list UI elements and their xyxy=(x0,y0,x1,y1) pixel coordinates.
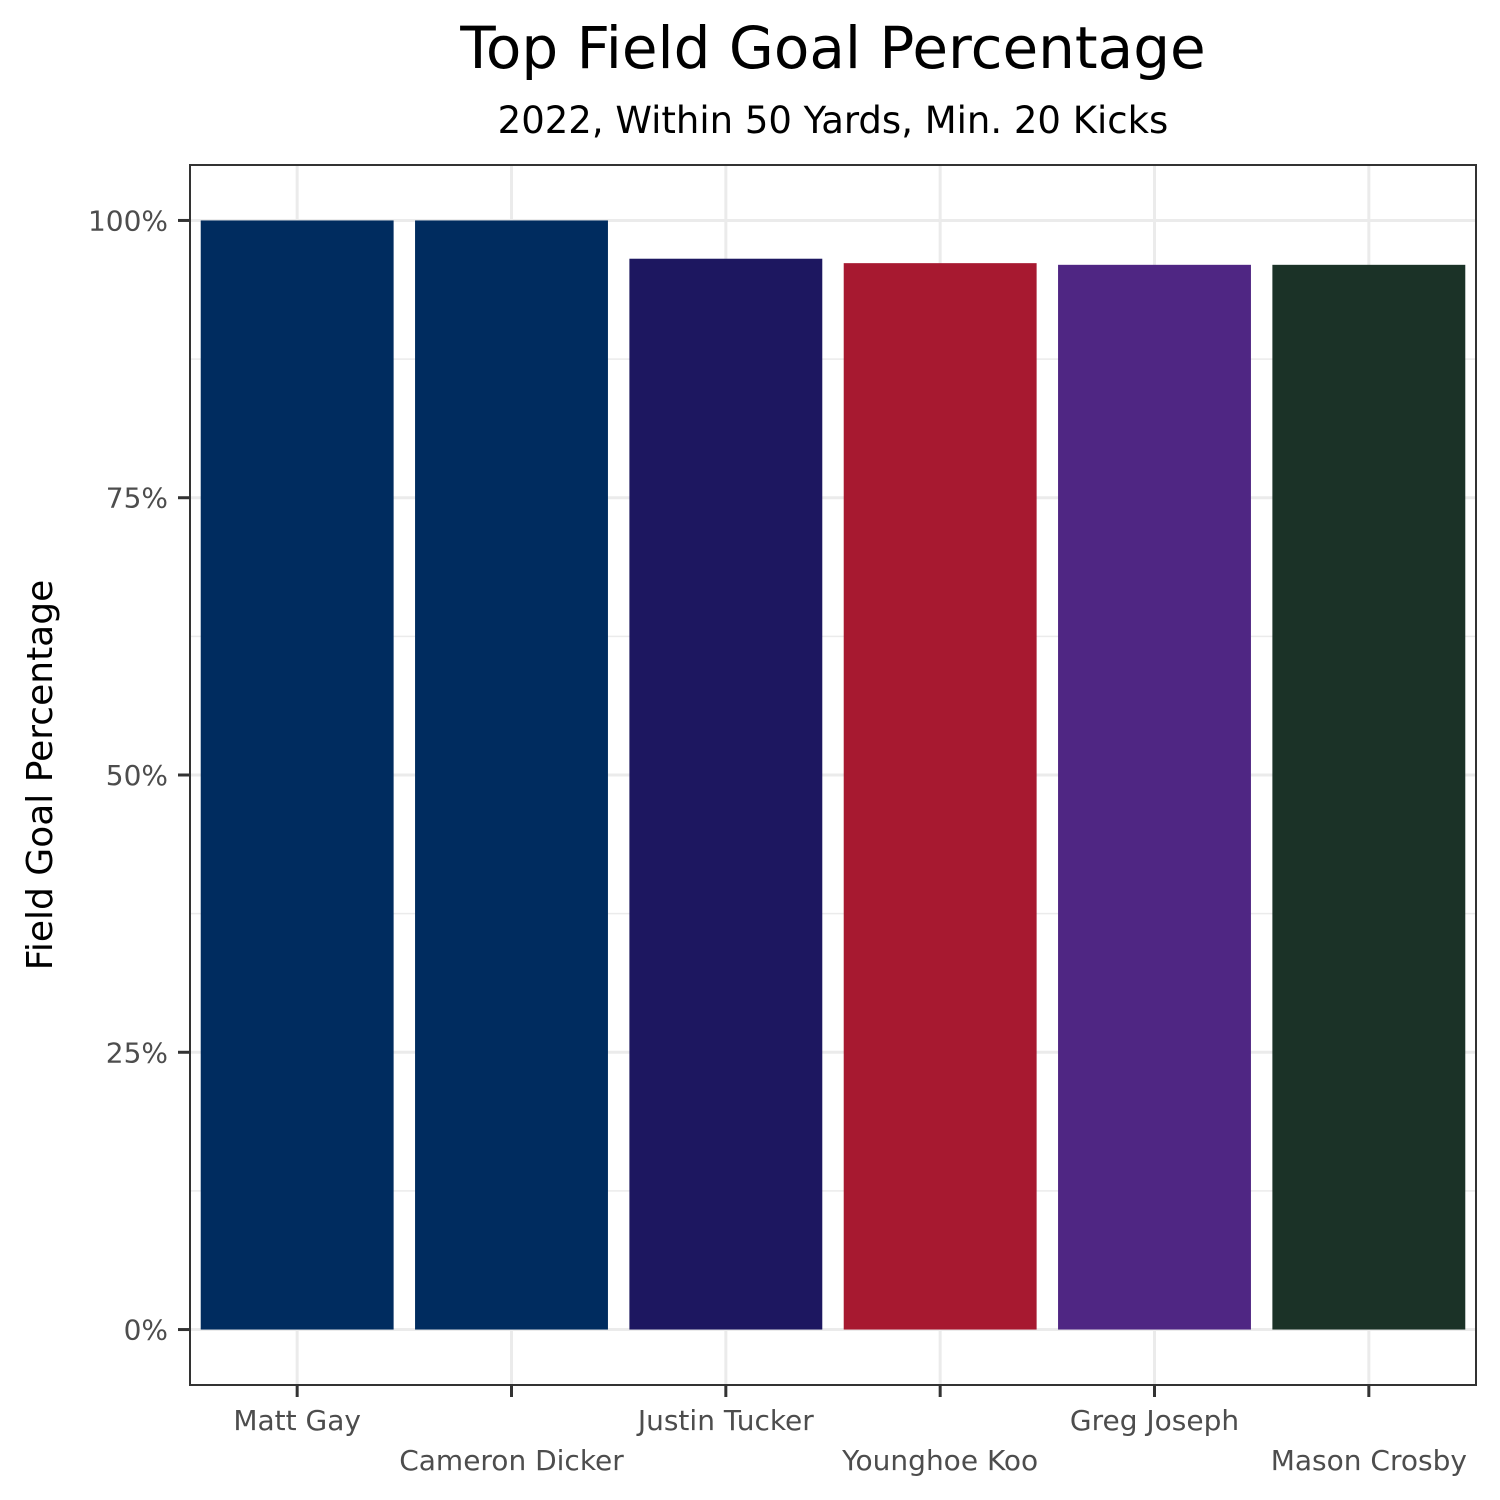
x-tick-label: Younghoe Koo xyxy=(841,1444,1038,1477)
plot-area: 0% 25% 50% 75% 100% Matt Gay Cameron Dicker Jus… xyxy=(88,164,1477,1477)
bar-younghoe-koo xyxy=(843,263,1037,1330)
x-tick-label: Matt Gay xyxy=(233,1404,361,1437)
bar-matt-gay xyxy=(200,220,394,1330)
x-tick-label: Justin Tucker xyxy=(636,1404,814,1437)
chart-subtitle: 2022, Within 50 Yards, Min. 20 Kicks xyxy=(498,99,1169,142)
bar-justin-tucker xyxy=(629,258,823,1330)
y-tick-label: 0% xyxy=(124,1314,168,1347)
bar-greg-joseph xyxy=(1058,264,1251,1330)
y-axis-label: Field Goal Percentage xyxy=(20,580,61,970)
x-tick-label: Mason Crosby xyxy=(1271,1444,1467,1477)
x-tick-label: Cameron Dicker xyxy=(399,1444,624,1477)
y-tick-label: 25% xyxy=(106,1036,168,1069)
x-tick-label: Greg Joseph xyxy=(1070,1404,1239,1437)
y-tick-label: 50% xyxy=(106,759,168,792)
y-tick-label: 100% xyxy=(88,204,168,237)
bar-mason-crosby xyxy=(1272,264,1466,1330)
bar-cameron-dicker xyxy=(415,220,608,1330)
y-tick-label: 75% xyxy=(106,482,168,515)
chart-title: Top Field Goal Percentage xyxy=(459,14,1205,82)
